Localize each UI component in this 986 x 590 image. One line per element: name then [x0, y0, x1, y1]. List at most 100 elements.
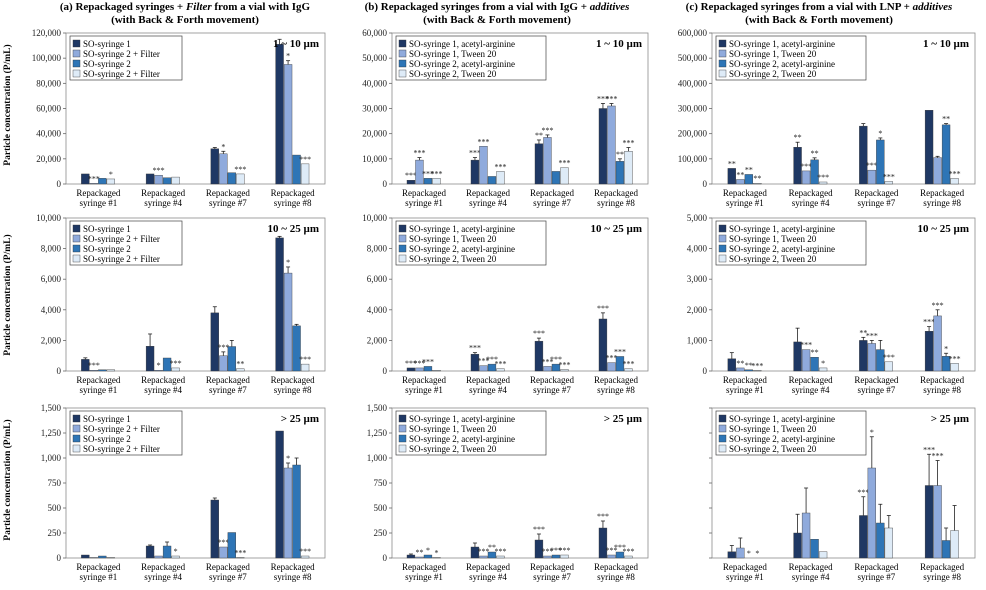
bar — [236, 173, 245, 185]
legend-swatch — [398, 49, 407, 58]
bar — [432, 178, 441, 185]
chart-panel-c1: 0 100,000 200,000 300,000 400,000 500,000 600,… — [678, 28, 976, 208]
bar — [615, 551, 625, 559]
significance-label: *** — [622, 360, 634, 369]
significance-label: *** — [153, 166, 165, 175]
legend-label: SO-syringe 2 — [83, 244, 131, 254]
bar — [818, 551, 828, 559]
bar — [924, 331, 934, 372]
legend-swatch — [718, 69, 727, 78]
y-tick-label: 8,000 — [367, 244, 388, 254]
legend-swatch — [718, 254, 727, 263]
significance-label: *** — [558, 546, 570, 555]
bar — [867, 169, 876, 185]
significance-label: *** — [932, 452, 944, 461]
legend-label: SO-syringe 1, Tween 20 — [729, 49, 817, 59]
significance-label: *** — [422, 357, 434, 366]
significance-label: *** — [88, 174, 100, 183]
category-label-line2: syringe #1 — [726, 385, 764, 395]
significance-label: * — [221, 142, 225, 151]
bar — [801, 349, 811, 372]
category-label-line2: syringe #7 — [858, 572, 896, 582]
category-label-line2: syringe #1 — [80, 572, 118, 582]
category-label: Repackaged — [271, 375, 315, 385]
category-label: Repackaged — [271, 188, 315, 198]
legend-label: SO-syringe 2, acetyl-arginine — [729, 244, 835, 254]
category-label-line2: syringe #1 — [405, 572, 443, 582]
bar — [867, 343, 876, 372]
bar — [236, 557, 245, 559]
significance-label: *** — [541, 357, 553, 366]
legend-box — [395, 220, 547, 266]
category-label: Repackaged — [854, 375, 898, 385]
legend-label: SO-syringe 2, Tween 20 — [729, 254, 817, 264]
bar — [470, 159, 480, 185]
legend-label: SO-syringe 1 — [83, 39, 131, 49]
legend-swatch — [72, 244, 81, 253]
legend-label: SO-syringe 2, acetyl-arginine — [409, 244, 515, 254]
category-label: Repackaged — [530, 375, 574, 385]
significance-label: ** — [236, 360, 244, 369]
bar — [162, 357, 172, 372]
bar — [615, 161, 625, 185]
legend-swatch — [72, 39, 81, 48]
category-label-line2: syringe #4 — [469, 198, 507, 208]
y-tick-label: 3,000 — [687, 274, 708, 284]
category-label: Repackaged — [206, 562, 250, 572]
bar — [219, 153, 228, 185]
bar — [98, 369, 107, 372]
significance-label: * — [821, 359, 825, 368]
significance-label: *** — [299, 547, 311, 556]
legend-label: SO-syringe 2, Tween 20 — [729, 444, 817, 454]
legend-label: SO-syringe 1, acetyl-arginine — [729, 224, 835, 234]
plot-frame — [391, 217, 649, 372]
legend-label: SO-syringe 2, acetyl-arginine — [729, 59, 835, 69]
significance-label: ** — [811, 149, 819, 158]
bar — [933, 157, 942, 185]
legend-swatch — [718, 39, 727, 48]
bar — [275, 237, 284, 372]
y-tick-label: 0 — [383, 179, 388, 189]
significance-label: ** — [753, 174, 761, 183]
y-tick-label: 500,000 — [678, 53, 708, 63]
significance-label: *** — [558, 360, 570, 369]
significance-label: *** — [800, 162, 812, 171]
legend-swatch — [72, 49, 81, 58]
bar — [950, 363, 959, 372]
bar — [106, 369, 115, 372]
bar — [736, 547, 745, 559]
category-label: Repackaged — [789, 188, 833, 198]
bar — [598, 318, 608, 372]
bar — [727, 168, 736, 185]
significance-label: *** — [614, 347, 626, 356]
bar — [300, 363, 310, 372]
plot-frame — [711, 217, 976, 372]
significance-label: * — [426, 546, 430, 555]
column-title-c-prefix: (c) Repackaged syringes from a vial with… — [685, 1, 913, 13]
panel-size-title: > 25 µm — [281, 413, 319, 425]
bar — [496, 368, 505, 372]
bar — [227, 172, 236, 185]
y-tick-label: 20,000 — [36, 154, 61, 164]
bar — [300, 163, 310, 185]
significance-label: *** — [477, 137, 489, 146]
y-tick-label: 5,000 — [687, 213, 708, 223]
legend-label: SO-syringe 2 — [83, 59, 131, 69]
legend-swatch — [72, 434, 81, 443]
legend-swatch — [72, 234, 81, 243]
significance-label: *** — [494, 360, 506, 369]
legend-label: SO-syringe 2 + Filter — [83, 234, 160, 244]
bar — [534, 143, 544, 185]
bar — [810, 357, 819, 372]
bar — [162, 177, 172, 185]
bar — [876, 522, 885, 559]
category-label-line2: syringe #7 — [533, 385, 571, 395]
bar — [859, 125, 868, 185]
category-label-line2: syringe #4 — [144, 198, 182, 208]
bar — [210, 148, 219, 185]
category-label: Repackaged — [466, 188, 510, 198]
legend-label: SO-syringe 1, acetyl-arginine — [729, 414, 835, 424]
bar — [283, 467, 293, 559]
legend-label: SO-syringe 1, Tween 20 — [409, 424, 497, 434]
significance-label: ** — [745, 165, 753, 174]
